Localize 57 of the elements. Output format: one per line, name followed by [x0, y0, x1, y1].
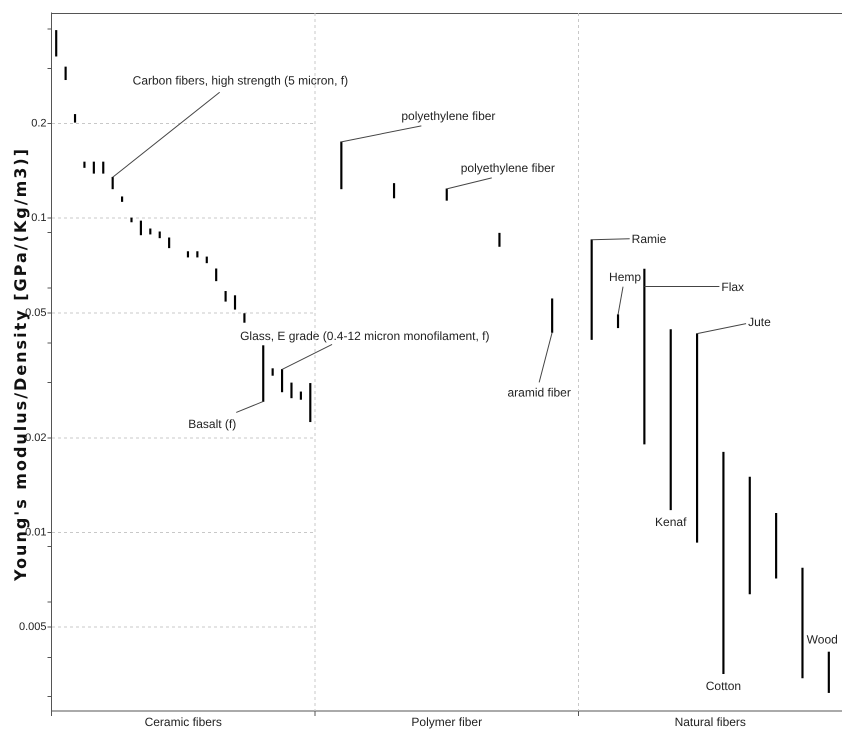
bar: [801, 568, 804, 678]
bar: [616, 314, 620, 328]
bar: [186, 251, 190, 258]
bar: [309, 383, 312, 422]
bar: [828, 652, 830, 693]
y-tick-label: 0.2: [31, 118, 46, 130]
bar: [290, 382, 293, 398]
annotation: Basalt (f): [188, 416, 236, 431]
bar: [64, 66, 67, 80]
x-axis-title: Natural fibers: [674, 715, 746, 730]
bar: [234, 295, 236, 310]
annotation: Cotton: [706, 678, 742, 693]
bar: [670, 329, 672, 510]
bar: [74, 114, 76, 123]
annotation: Carbon fibers, high strength (5 micron, f): [132, 74, 348, 88]
annotation: polyethylene fiber: [401, 109, 496, 124]
x-axis-title: Ceramic fibers: [144, 715, 222, 730]
bar: [446, 188, 448, 201]
bar: [392, 183, 396, 198]
y-tick-label: 0.1: [31, 212, 46, 224]
bar: [775, 512, 778, 578]
bar: [748, 476, 751, 594]
bar: [121, 196, 124, 202]
bar: [149, 228, 152, 234]
bar: [498, 232, 501, 247]
bar: [215, 268, 218, 282]
bar: [224, 291, 227, 302]
bar: [158, 232, 161, 238]
annotation: Hemp: [609, 270, 642, 284]
bar: [92, 162, 95, 174]
bar: [590, 239, 593, 340]
y-tick-label: 0.005: [18, 620, 46, 633]
annotation: Flax: [721, 280, 744, 294]
bar: [130, 218, 133, 222]
bar: [168, 238, 170, 248]
bar: [262, 345, 264, 402]
bar: [300, 392, 302, 400]
bar: [722, 452, 725, 674]
bar: [340, 142, 342, 190]
bar: [206, 256, 208, 264]
bar: [196, 251, 198, 258]
annotation: Jute: [748, 314, 772, 329]
annotation: Wood: [806, 632, 838, 646]
annotation: Ramie: [632, 232, 667, 246]
bar: [140, 220, 142, 236]
annotation: polyethylene fiber: [460, 161, 555, 176]
bar: [280, 369, 284, 392]
annotation: Glass, E grade (0.4-12 micron monofilament, f): [240, 328, 490, 343]
bar: [643, 268, 646, 444]
annotation: aramid fiber: [507, 386, 571, 400]
bar: [551, 298, 554, 333]
x-axis-title: Polymer fiber: [411, 715, 482, 730]
bar: [696, 333, 698, 543]
bar: [83, 162, 86, 168]
bar: [55, 30, 58, 56]
annotation: Kenaf: [655, 515, 688, 530]
bar: [102, 162, 104, 174]
